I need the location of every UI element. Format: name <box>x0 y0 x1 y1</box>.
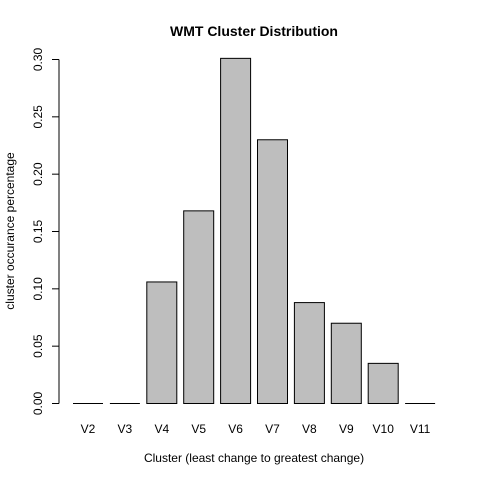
bar-v5 <box>184 211 214 404</box>
bar-v4 <box>147 282 177 404</box>
y-tick-label: 0.25 <box>31 105 45 129</box>
y-tick-label: 0.05 <box>31 334 45 358</box>
x-tick-label: V8 <box>302 422 317 436</box>
y-tick-label: 0.20 <box>31 162 45 186</box>
bar-v7 <box>258 140 288 404</box>
y-tick-label: 0.30 <box>31 47 45 71</box>
bars-group <box>73 58 435 403</box>
y-tick-label: 0.00 <box>31 391 45 415</box>
bar-v9 <box>331 323 361 403</box>
x-tick-label: V7 <box>265 422 280 436</box>
x-tick-label: V4 <box>154 422 169 436</box>
bar-v8 <box>294 303 324 404</box>
x-tick-label: V3 <box>118 422 133 436</box>
y-axis: 0.00 0.05 0.10 0.15 0.20 0.25 0.30 <box>31 47 59 415</box>
x-tick-label: V2 <box>81 422 96 436</box>
bar-v6 <box>221 58 251 403</box>
x-tick-labels: V2 V3 V4 V5 V6 V7 V8 V9 V10 V11 <box>81 422 431 436</box>
x-axis-label: Cluster (least change to greatest change… <box>144 451 364 465</box>
x-tick-label: V11 <box>410 422 431 436</box>
bar-v10 <box>368 363 398 403</box>
x-tick-label: V6 <box>228 422 243 436</box>
x-tick-label: V10 <box>373 422 395 436</box>
y-axis-label: cluster occurance percentage <box>3 152 17 310</box>
y-tick-label: 0.15 <box>31 219 45 243</box>
x-tick-label: V9 <box>339 422 354 436</box>
y-tick-label: 0.10 <box>31 277 45 301</box>
chart-title: WMT Cluster Distribution <box>170 23 338 39</box>
x-tick-label: V5 <box>191 422 206 436</box>
